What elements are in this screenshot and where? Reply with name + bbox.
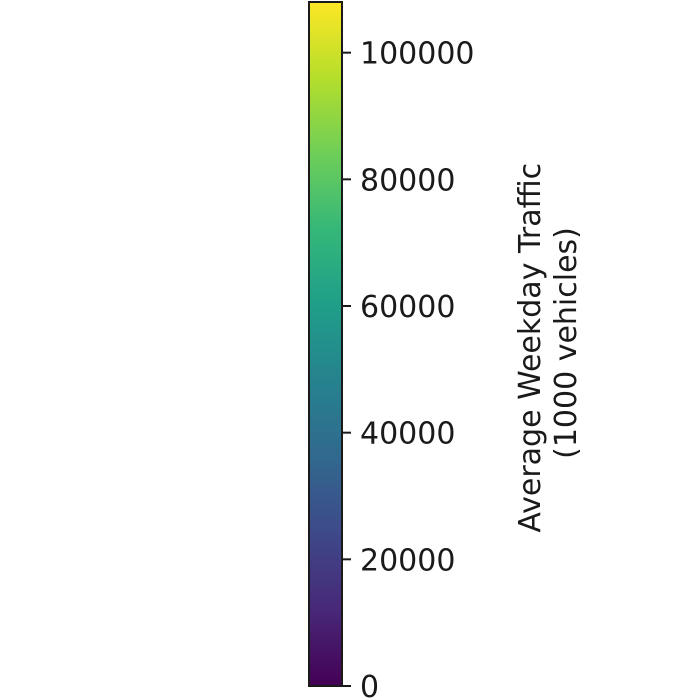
colorbar-label-line-2: (1000 vehicles): [549, 227, 584, 459]
colorbar-tick-label: 100000: [360, 37, 475, 72]
colorbar-tick-label: 40000: [360, 417, 455, 452]
colorbar-fill: [309, 2, 342, 686]
colorbar-label-line-1: Average Weekday Traffic: [513, 163, 548, 533]
colorbar-tick-label: 80000: [360, 163, 455, 198]
colorbar-tick-label: 20000: [360, 543, 455, 578]
colorbar-ticks: 0 20000 40000 60000 80000 100000: [342, 37, 475, 699]
colorbar-tick-label: 60000: [360, 290, 455, 325]
colorbar-tick-label: 0: [360, 670, 379, 699]
colorbar-label: Average Weekday Traffic (1000 vehicles): [513, 153, 584, 532]
colorbar-frame: [308, 1, 343, 687]
